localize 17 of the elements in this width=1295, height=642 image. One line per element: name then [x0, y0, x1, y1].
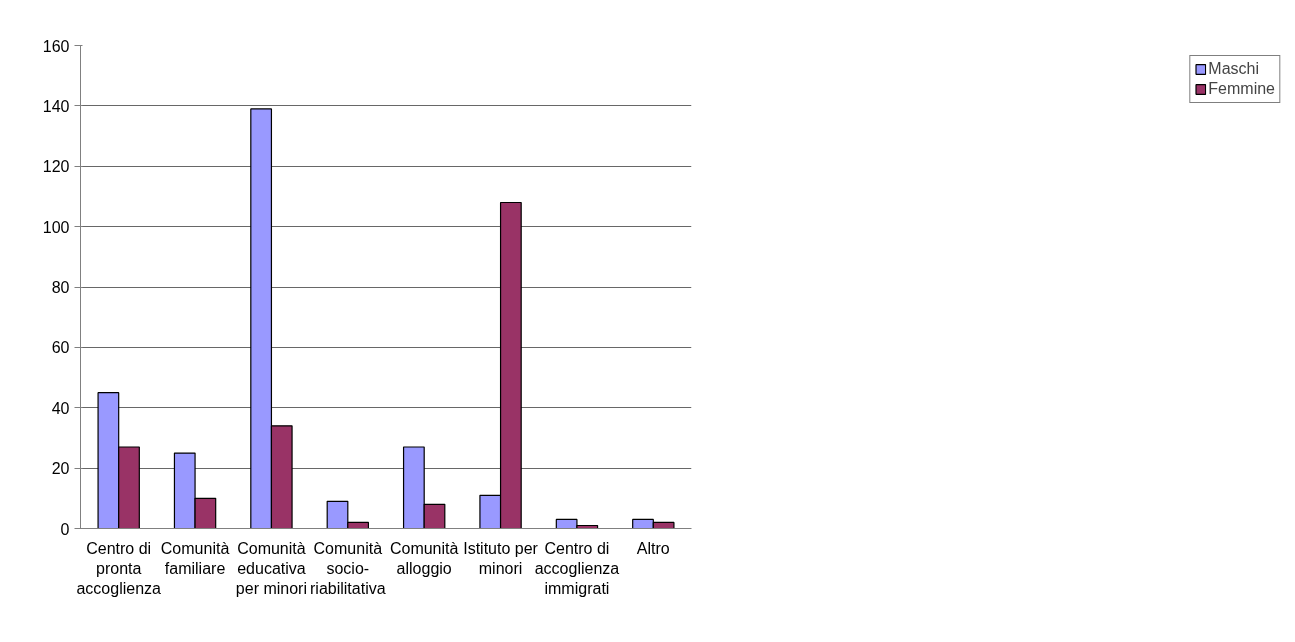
x-tick-label: Comunità alloggio: [389, 539, 459, 577]
legend-label: Femmine: [1208, 80, 1275, 98]
y-tick-label: 80: [51, 279, 70, 296]
y-tick-label: 40: [51, 399, 70, 417]
y-tick-label: 60: [51, 339, 70, 357]
y-tick-label: 160: [42, 37, 70, 55]
x-tick-label: Centro di pronta accoglienza: [76, 539, 162, 598]
x-tick-label: Comunità socio-riabilitativa: [310, 539, 386, 598]
x-tick-label: Comunità familiare: [160, 539, 230, 577]
legend-label: Maschi: [1208, 60, 1259, 78]
y-tick-label: 120: [42, 158, 70, 176]
y-tick-label: 100: [42, 218, 70, 236]
y-tick-label: 140: [42, 97, 70, 115]
y-tick-label: 0: [60, 520, 70, 538]
x-tick-label: Altro: [636, 539, 670, 557]
y-tick-label: 20: [51, 460, 70, 478]
x-tick-label: Comunità educativa per minori: [235, 539, 308, 598]
